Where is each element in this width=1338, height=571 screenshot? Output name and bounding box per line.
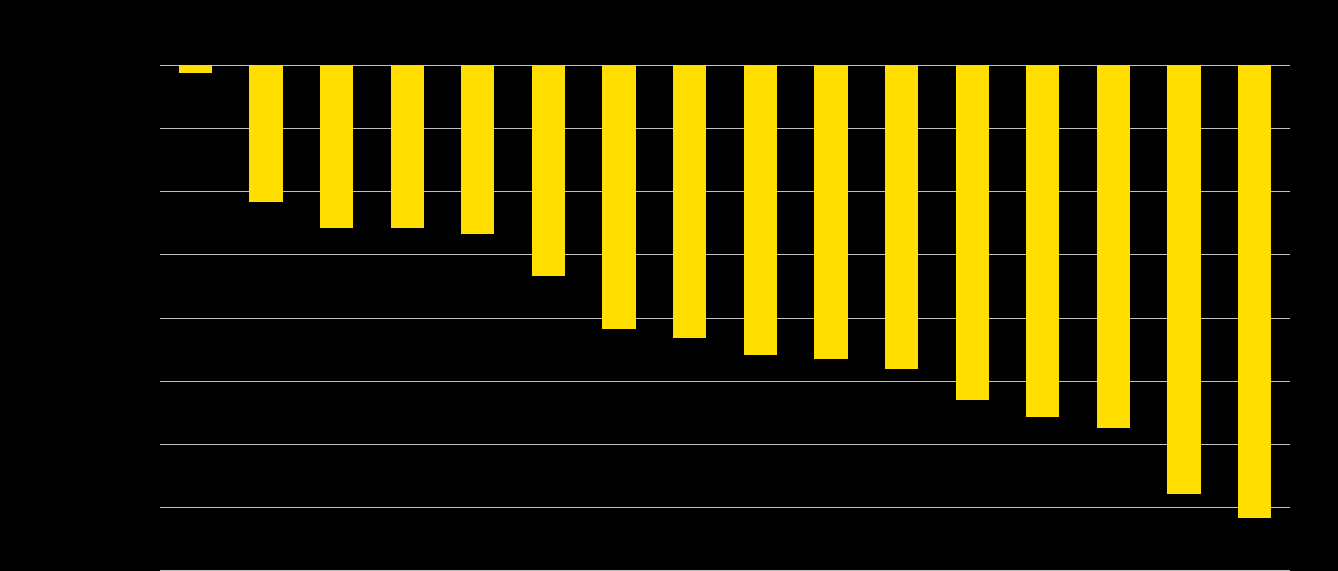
bar <box>179 65 212 73</box>
bar <box>744 65 777 355</box>
bar <box>956 65 989 400</box>
bar <box>885 65 918 369</box>
bar <box>1097 65 1130 428</box>
bar <box>1167 65 1200 494</box>
bar <box>602 65 635 329</box>
bar-chart <box>160 65 1290 570</box>
bar <box>461 65 494 234</box>
bar <box>814 65 847 359</box>
bar <box>320 65 353 228</box>
bars-container <box>160 65 1290 570</box>
bar <box>391 65 424 228</box>
bar <box>673 65 706 338</box>
bar <box>249 65 282 202</box>
bar <box>532 65 565 276</box>
bar <box>1026 65 1059 417</box>
bar <box>1238 65 1271 518</box>
plot-area <box>160 65 1290 570</box>
